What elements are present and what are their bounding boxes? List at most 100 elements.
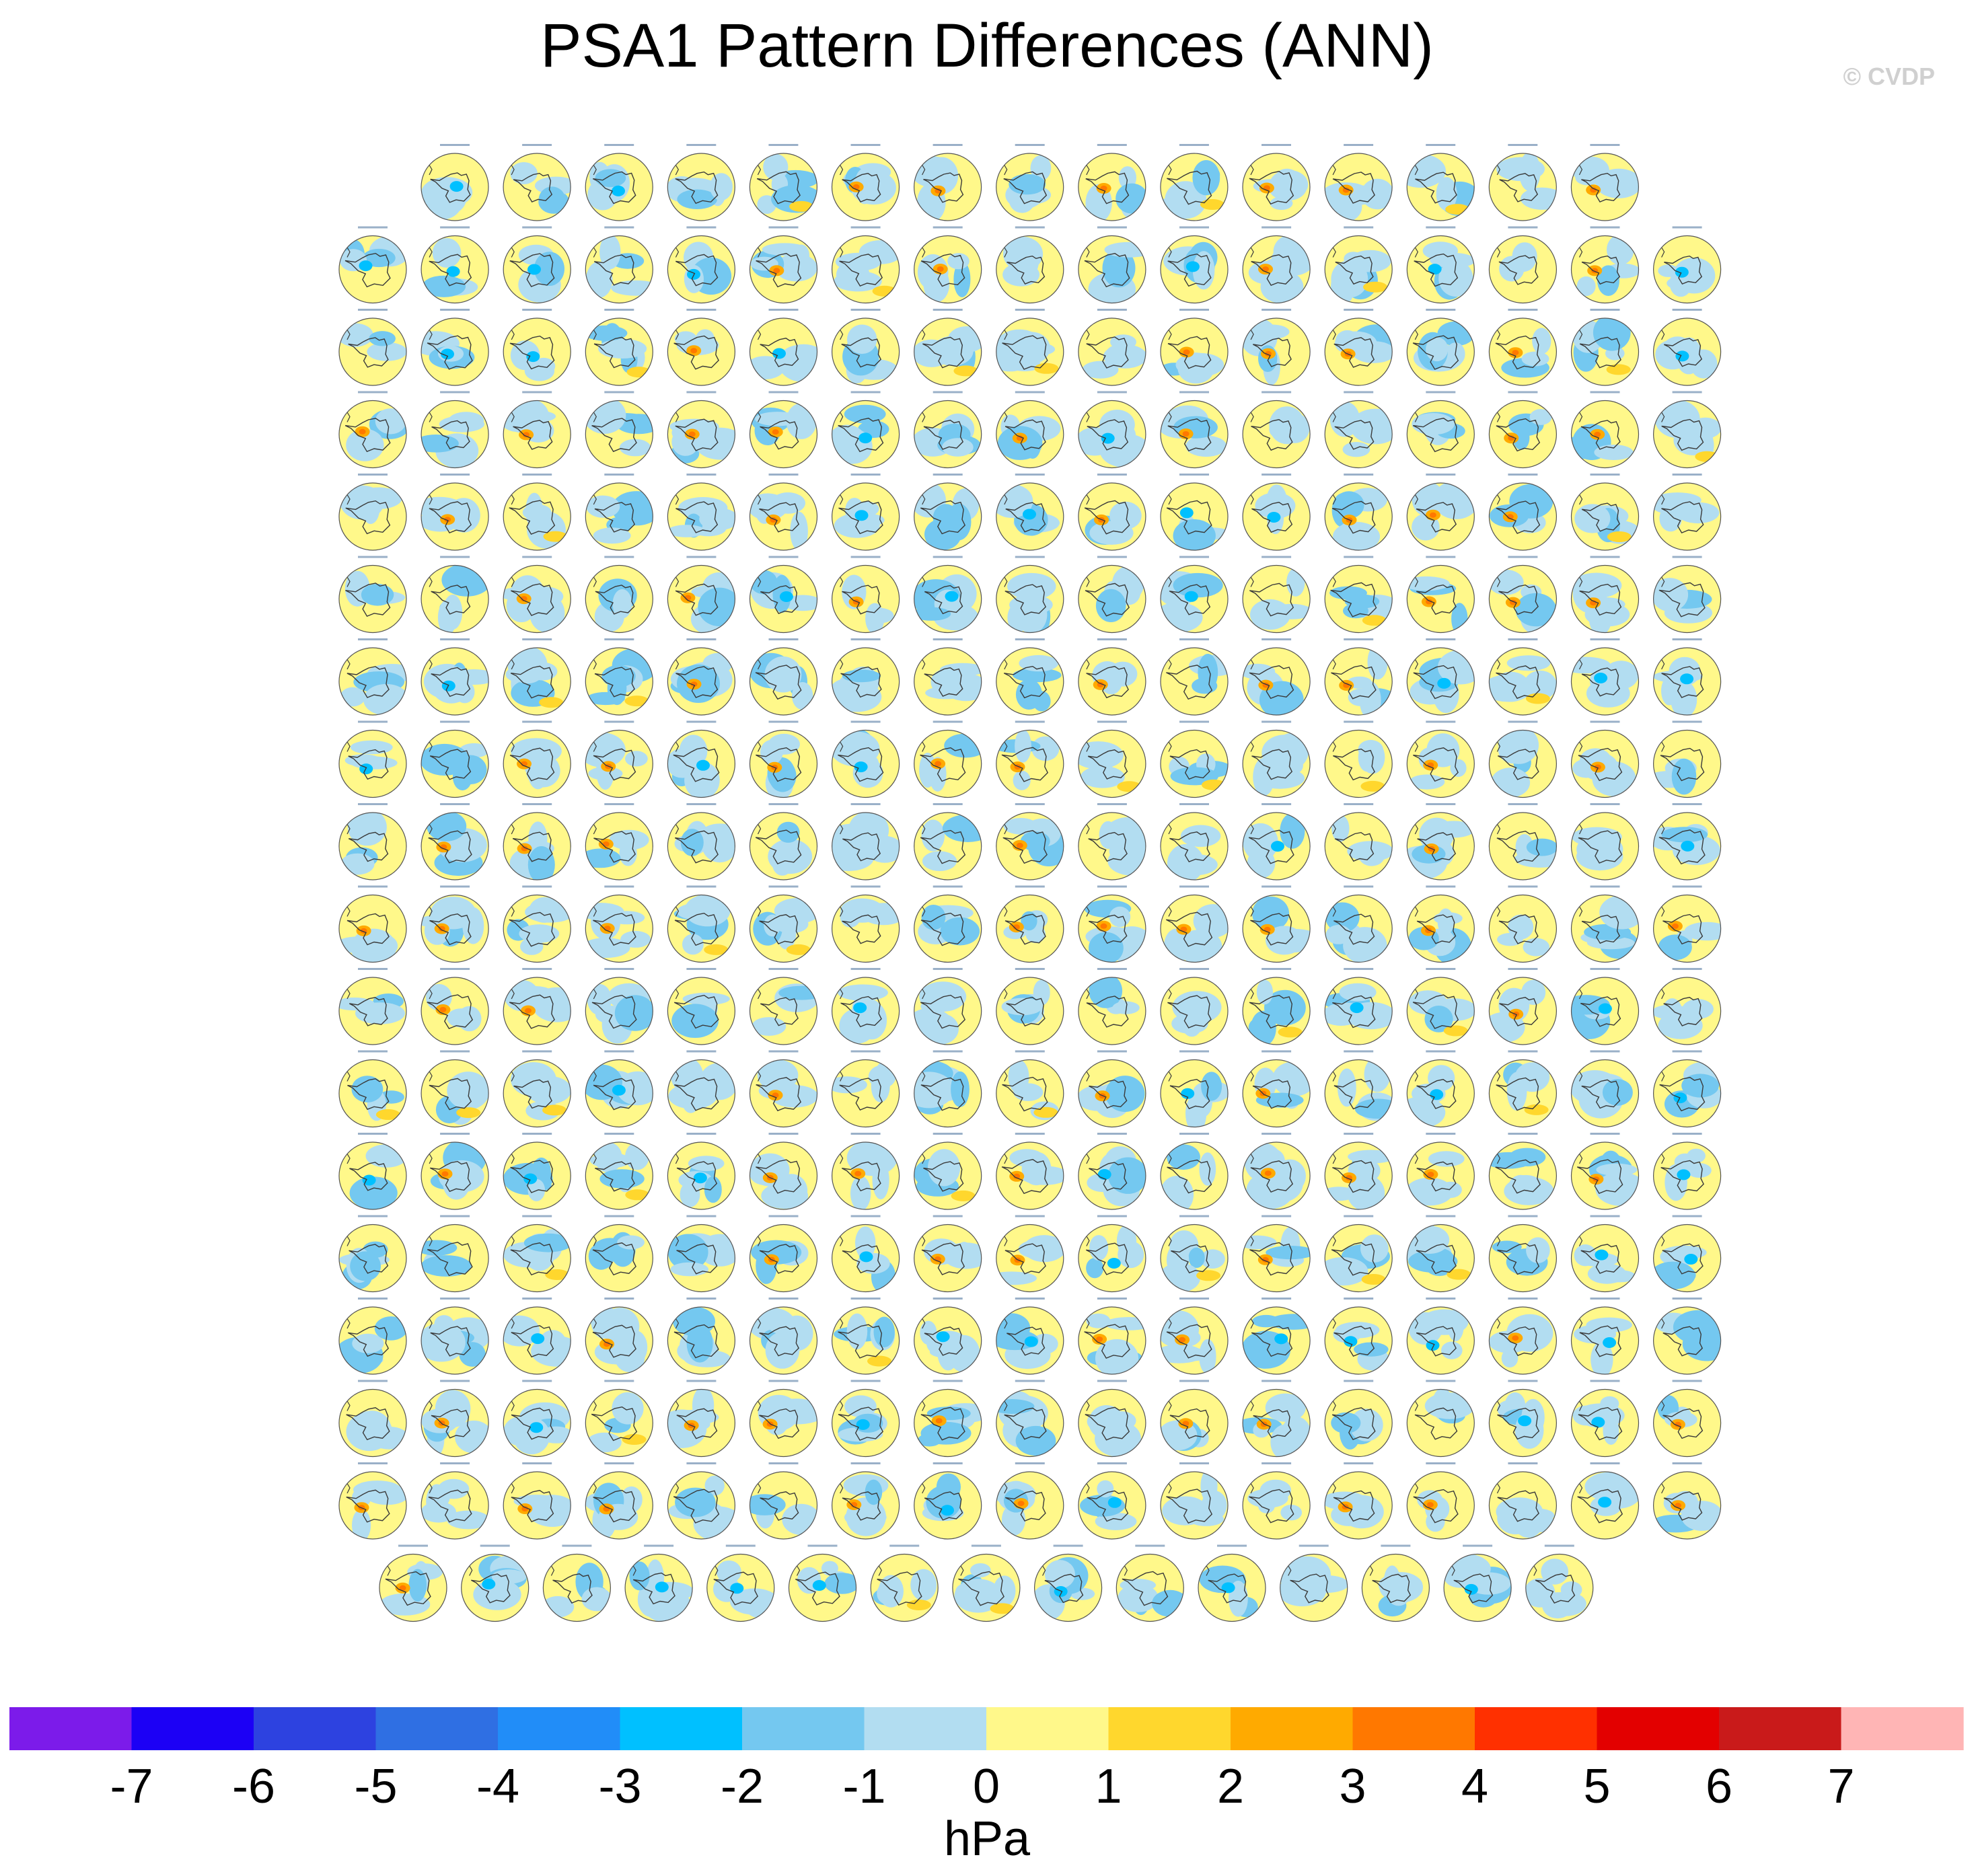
map-panel xyxy=(1324,474,1393,551)
panel-caption xyxy=(1299,1544,1329,1547)
panel-caption xyxy=(1015,1462,1045,1464)
map-panel xyxy=(1160,968,1229,1045)
map-panel xyxy=(1525,1544,1594,1622)
panel-caption xyxy=(1672,309,1702,311)
map-panel xyxy=(1406,1133,1475,1210)
panel-caption xyxy=(1179,885,1209,888)
map-panel xyxy=(585,1050,653,1128)
map-panel xyxy=(1324,1050,1393,1128)
map-panel xyxy=(914,720,982,798)
panel-caption xyxy=(1672,638,1702,640)
colorbar-tick-label: -4 xyxy=(476,1760,519,1813)
panel-caption xyxy=(562,1544,592,1547)
panel-caption xyxy=(1262,638,1292,640)
panel-caption xyxy=(1262,885,1292,888)
map-panel xyxy=(503,309,571,386)
map-panel xyxy=(831,391,900,469)
panel-caption xyxy=(1262,391,1292,393)
map-panel xyxy=(1653,556,1722,634)
map-panel xyxy=(503,1050,571,1128)
map-panel xyxy=(749,144,818,221)
panel-caption xyxy=(440,556,470,558)
map-panel xyxy=(996,226,1064,304)
panel-caption xyxy=(1015,309,1045,311)
panel-caption xyxy=(1590,1462,1620,1464)
map-panel xyxy=(1653,885,1722,963)
map-panel xyxy=(1406,638,1475,716)
panel-caption xyxy=(1097,1050,1127,1053)
panel-caption xyxy=(440,885,470,888)
panel-caption xyxy=(358,1215,388,1217)
map-panel xyxy=(914,1462,982,1540)
panel-caption xyxy=(933,968,963,970)
map-panel xyxy=(831,556,900,634)
panel-caption xyxy=(604,968,634,970)
panel-caption xyxy=(440,144,470,146)
map-panel xyxy=(996,556,1064,634)
panel-caption xyxy=(850,556,881,558)
map-panel xyxy=(503,638,571,716)
map-panel xyxy=(461,1544,529,1622)
panel-caption xyxy=(522,1215,552,1217)
map-panel xyxy=(421,1050,489,1128)
map-panel xyxy=(1443,1544,1512,1622)
map-panel xyxy=(667,885,736,963)
panel-caption xyxy=(604,638,634,640)
map-panel xyxy=(1570,1462,1640,1540)
panel-caption xyxy=(522,885,552,888)
panel-caption xyxy=(1344,1462,1374,1464)
map-panel xyxy=(421,144,489,221)
panel-caption xyxy=(850,803,881,805)
panel-caption xyxy=(1179,391,1209,393)
panel-caption xyxy=(686,1215,717,1217)
panel-caption xyxy=(1015,556,1045,558)
panel-caption xyxy=(440,1215,470,1217)
panel-caption xyxy=(1590,803,1620,805)
colorbar-bin xyxy=(1597,1707,1720,1750)
map-panel xyxy=(1570,720,1640,798)
panel-caption xyxy=(522,720,552,723)
map-panel xyxy=(1324,1133,1393,1210)
map-panel xyxy=(831,144,900,221)
panel-caption xyxy=(768,144,799,146)
map-panel xyxy=(503,556,571,634)
panel-caption xyxy=(1262,226,1292,229)
colorbar-bin xyxy=(864,1707,987,1750)
panel-caption xyxy=(1672,391,1702,393)
panel-caption xyxy=(1508,638,1538,640)
map-panel xyxy=(585,1133,653,1210)
map-panel xyxy=(585,803,653,880)
panel-caption xyxy=(1508,1380,1538,1382)
map-panel xyxy=(831,803,900,880)
panel-caption xyxy=(604,1050,634,1053)
panel-caption xyxy=(604,226,634,229)
panel-caption xyxy=(1344,556,1374,558)
map-panel xyxy=(421,885,489,963)
map-panel xyxy=(1570,803,1640,880)
panel-caption xyxy=(1508,1050,1538,1053)
panel-caption xyxy=(1672,1380,1702,1382)
panel-caption xyxy=(1097,803,1127,805)
map-panel xyxy=(585,1380,653,1458)
panel-caption xyxy=(358,474,388,476)
panel-caption xyxy=(1426,1298,1456,1300)
panel-caption xyxy=(1426,309,1456,311)
colorbar-bin xyxy=(1352,1707,1475,1750)
panel-caption xyxy=(1179,556,1209,558)
map-panel xyxy=(1078,474,1146,551)
panel-caption xyxy=(1015,968,1045,970)
colorbar-bin xyxy=(1719,1707,1842,1750)
map-panel xyxy=(421,474,489,551)
map-panel xyxy=(1160,885,1229,963)
map-panel xyxy=(1406,556,1475,634)
panel-caption xyxy=(480,1544,510,1547)
map-panel xyxy=(831,638,900,716)
map-panel xyxy=(1570,226,1640,304)
map-panel xyxy=(788,1544,857,1622)
panel-caption xyxy=(850,1298,881,1300)
panel-caption xyxy=(1590,1298,1620,1300)
map-panel xyxy=(1078,144,1146,221)
panel-caption xyxy=(358,391,388,393)
panel-caption xyxy=(1179,803,1209,805)
panel-caption xyxy=(933,1133,963,1135)
